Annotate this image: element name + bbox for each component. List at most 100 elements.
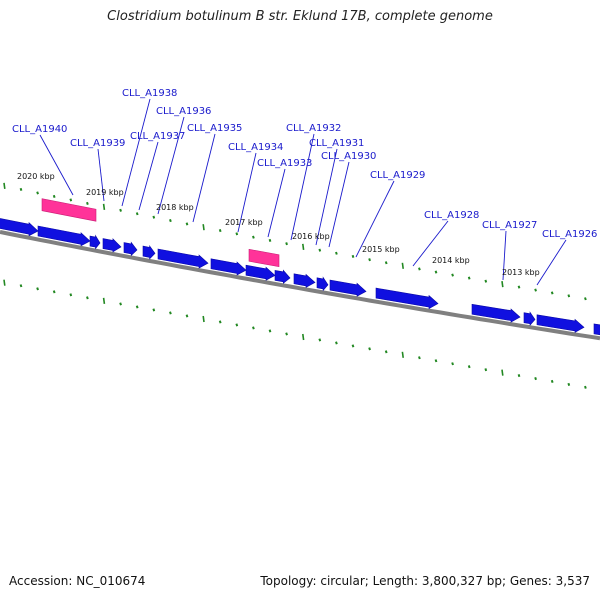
label-leader-line [536, 239, 567, 286]
tick-mark-outer [119, 208, 122, 212]
tick-mark-inner [19, 284, 23, 288]
tick-mark-inner [418, 356, 421, 360]
tick-mark-inner [434, 359, 438, 363]
rna-feature [248, 248, 280, 268]
gene-arrow [329, 279, 367, 297]
tick-track-outer [3, 182, 587, 301]
feature-track [0, 198, 600, 336]
tick-mark-inner [86, 296, 89, 300]
tick-mark-inner [318, 338, 322, 342]
gene-arrow [536, 314, 585, 333]
gene-arrow [471, 303, 521, 323]
gene-label: CLL_A1928 [424, 210, 479, 221]
tick-mark-outer [351, 254, 355, 259]
gene-arrow [142, 244, 156, 260]
label-leader-line [267, 168, 286, 238]
tick-mark-inner [185, 314, 189, 318]
tick-mark-outer [567, 294, 571, 298]
tick-mark-outer [185, 222, 189, 226]
gene-arrow [102, 238, 122, 253]
gene-label: CLL_A1933 [257, 158, 312, 169]
kbp-label: 2018 kbp [156, 203, 194, 212]
tick-mark-inner [501, 369, 504, 376]
gene-label: CLL_A1931 [309, 138, 364, 149]
tick-mark-outer [501, 280, 504, 288]
tick-mark-inner [467, 365, 471, 369]
gene-label: CLL_A1927 [482, 220, 537, 231]
gene-arrow [293, 273, 316, 288]
gene-label: CLL_A1926 [542, 229, 597, 240]
label-leader-line [192, 133, 216, 223]
tick-mark-inner [235, 323, 239, 327]
tick-mark-outer [135, 212, 139, 216]
tick-mark-outer [368, 258, 371, 262]
tick-mark-inner [36, 287, 39, 291]
kbp-labels: 2020 kbp 2019 kbp 2018 kbp 2017 kbp 2016 kbp… [17, 172, 540, 277]
tick-mark-outer [235, 232, 239, 236]
kbp-label: 2017 kbp [225, 218, 263, 227]
gene-arrow [245, 264, 276, 281]
kbp-label: 2013 kbp [502, 268, 540, 277]
genome-backbone [0, 230, 600, 341]
tick-mark-inner [351, 344, 355, 348]
tick-mark-inner [484, 368, 488, 372]
tick-mark-inner [169, 311, 172, 315]
accession-text: Accession: NC_010674 [9, 574, 146, 588]
tick-track-inner [3, 279, 587, 389]
tick-mark-outer [517, 285, 521, 289]
kbp-label: 2015 kbp [362, 245, 400, 254]
tick-mark-inner [218, 320, 222, 324]
tick-mark-outer [584, 297, 587, 301]
tick-mark-outer [252, 235, 255, 239]
tick-mark-outer [86, 201, 89, 206]
tick-mark-inner [384, 350, 388, 354]
label-leader-lines [39, 98, 567, 286]
tick-mark-outer [418, 267, 421, 271]
tick-mark-inner [69, 293, 73, 297]
gene-arrow [123, 241, 138, 257]
label-leader-line [412, 220, 449, 267]
gene-label: CLL_A1938 [122, 88, 177, 99]
map-title: Clostridium botulinum B str. Eklund 17B,… [107, 9, 493, 24]
tick-mark-inner [135, 305, 139, 309]
gene-arrow [0, 218, 39, 237]
kbp-label: 2016 kbp [292, 232, 330, 241]
tick-mark-inner [252, 326, 255, 330]
gene-label: CLL_A1939 [70, 138, 125, 149]
gene-label: CLL_A1937 [130, 131, 185, 142]
tick-mark-inner [567, 382, 571, 387]
gene-arrow [274, 269, 291, 284]
tick-mark-inner [368, 347, 371, 351]
gene-arrow [316, 276, 329, 292]
tick-mark-inner [517, 373, 521, 378]
label-leader-line [355, 180, 395, 258]
genome-backbone-group [0, 230, 600, 341]
rna-feature [41, 198, 97, 222]
tick-mark-inner [302, 333, 305, 341]
tick-mark-outer [550, 291, 554, 295]
label-leader-line [290, 133, 315, 241]
tick-mark-outer [302, 243, 305, 251]
tick-mark-inner [534, 376, 537, 381]
tick-mark-outer [169, 218, 172, 223]
tick-mark-inner [3, 279, 6, 286]
gene-arrow [157, 248, 209, 269]
gene-label: CLL_A1940 [12, 124, 67, 135]
tick-mark-outer [152, 215, 156, 219]
label-leader-line [157, 116, 185, 215]
gene-arrow [523, 311, 536, 326]
kbp-label: 2020 kbp [17, 172, 55, 181]
tick-mark-inner [285, 332, 288, 336]
tick-mark-outer [534, 288, 537, 292]
kbp-label: 2019 kbp [86, 188, 124, 197]
tick-mark-outer [335, 251, 338, 255]
gene-label: CLL_A1929 [370, 170, 425, 181]
gene-arrow [375, 287, 439, 310]
gene-arrow [37, 225, 91, 247]
tick-mark-inner [401, 351, 404, 358]
label-leader-line [315, 148, 338, 246]
label-leader-line [502, 230, 507, 281]
tick-mark-inner [451, 362, 454, 366]
tick-mark-outer [218, 228, 222, 233]
